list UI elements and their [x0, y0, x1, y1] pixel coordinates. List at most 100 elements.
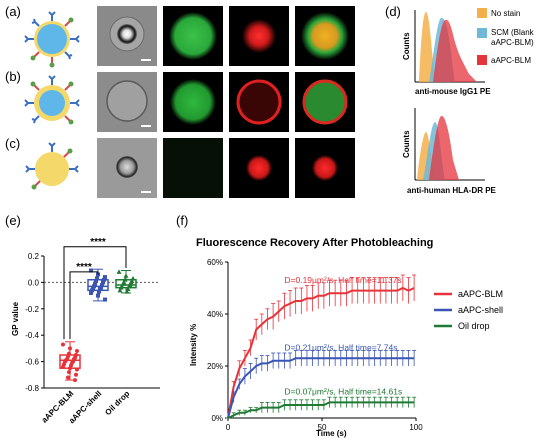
- legend-label-scm: SCM (Blank: [491, 28, 535, 37]
- frap-chart: Fluorescence Recovery After Photobleachi…: [189, 237, 503, 438]
- panel-label-e: (e): [5, 213, 21, 228]
- gp-point: [75, 367, 79, 372]
- gp-point: [96, 272, 100, 277]
- flow-top-xlabel: anti-mouse IgG1 PE: [415, 87, 491, 96]
- legend-label-no-stain: No stain: [491, 9, 520, 18]
- frap-legend-label: aAPC-BLM: [458, 289, 503, 299]
- flow-legend: No stain SCM (Blank aAPC-BLM) aAPC-BLM: [477, 8, 535, 65]
- gp-point: [101, 280, 105, 285]
- panel-label-d: (d): [385, 4, 401, 19]
- gp-point: [103, 275, 107, 280]
- gp-point: [98, 287, 102, 291]
- gp-point: [117, 287, 123, 293]
- gp-point: [96, 293, 100, 298]
- gp-point: [92, 284, 96, 289]
- frap-annotation: D=0.19μm²/s, Half time=11.37s: [284, 275, 401, 285]
- oil-drop-schematic: [25, 142, 79, 190]
- flow-bottom-xlabel: anti-human HLA-DR PE: [407, 186, 497, 195]
- gp-point: [61, 342, 65, 347]
- frap-legend-label: aAPC-shell: [458, 305, 503, 315]
- frap-y-tick-label: 40%: [207, 310, 223, 319]
- gp-y-tick-label: -0.4: [25, 331, 39, 340]
- gp-point: [68, 366, 72, 371]
- gp-point: [124, 289, 130, 294]
- frap-annotation: D=0.07μm²/s, Half time=14.61s: [284, 387, 402, 397]
- gp-point: [68, 346, 72, 351]
- aapc-blm-schematic: [24, 11, 80, 68]
- merged-image-a: [295, 6, 355, 66]
- gp-significance-label: ****: [76, 262, 92, 273]
- panel-label-f: (f): [176, 213, 189, 228]
- gp-point: [94, 279, 98, 284]
- flow-bottom-ylabel: Counts: [402, 130, 411, 158]
- legend-swatch-scm: [477, 28, 487, 38]
- legend-swatch-aapc-blm: [477, 55, 487, 65]
- gp-y-tick-label: 0.2: [28, 252, 40, 261]
- gp-significance-label: ****: [90, 237, 106, 248]
- gp-significance-bracket: [69, 271, 99, 340]
- frap-x-tick-label: 0: [226, 423, 231, 432]
- gp-point: [95, 276, 99, 281]
- gp-point: [61, 364, 65, 369]
- frap-legend-label: Oil drop: [458, 321, 490, 331]
- brightfield-image-a: [97, 6, 157, 66]
- gp-y-tick-label: -0.8: [25, 384, 39, 393]
- gp-value-chart: GP value 0.20.0-0.2-0.4-0.6-0.8 aAPC-BLM…: [11, 237, 160, 425]
- panel-label-a: (a): [5, 4, 21, 19]
- gp-point: [100, 283, 104, 288]
- gp-point: [89, 268, 93, 273]
- gp-point: [97, 289, 101, 294]
- gp-point: [116, 269, 122, 274]
- frap-series-line: [227, 401, 415, 419]
- gp-y-tick-label: -0.6: [25, 358, 39, 367]
- frap-xlabel: Time (s): [316, 429, 347, 438]
- gp-point: [102, 277, 106, 282]
- green-fluorescence-image-b: [163, 72, 223, 132]
- panel-label-b: (b): [5, 69, 21, 84]
- frap-y-tick-label: 0%: [211, 414, 223, 423]
- gp-point: [73, 378, 77, 383]
- red-fluorescence-image-c: [229, 138, 289, 198]
- gp-point: [93, 281, 97, 286]
- merged-image-c: [295, 138, 355, 198]
- gp-y-tick-label: -0.2: [25, 305, 39, 314]
- flow-histogram-bottom: Counts anti-human HLA-DR PE: [402, 108, 497, 195]
- gp-point: [89, 290, 93, 295]
- gp-point: [90, 288, 94, 293]
- flow-histogram-top: Counts anti-mouse IgG1 PE: [402, 10, 491, 96]
- gp-ylabel: GP value: [11, 301, 20, 336]
- gp-point: [74, 372, 78, 377]
- panel-label-c: (c): [5, 136, 21, 151]
- gp-significance-bracket: [63, 246, 127, 340]
- frap-series-line: [227, 286, 415, 419]
- flow-cytometry-panel: Counts anti-mouse IgG1 PE Counts anti-hu…: [402, 8, 535, 195]
- gp-point: [75, 349, 79, 354]
- gp-point: [123, 273, 129, 278]
- frap-x-tick-label: 50: [318, 423, 327, 432]
- frap-y-tick-label: 60%: [207, 258, 223, 267]
- green-fluorescence-image-c: [163, 138, 223, 198]
- legend-label-aapc-blm: aAPC-BLM: [491, 56, 531, 65]
- frap-ylabel: Intensity %: [189, 324, 198, 366]
- frap-annotation: D=0.21μm²/s, Half time=7.74s: [284, 342, 397, 352]
- brightfield-image-b: [97, 72, 157, 132]
- gp-point: [103, 297, 107, 302]
- frap-y-tick-label: 20%: [207, 362, 223, 371]
- aapc-shell-schematic: [24, 75, 80, 125]
- flow-top-ylabel: Counts: [402, 32, 411, 60]
- frap-title: Fluorescence Recovery After Photobleachi…: [196, 237, 433, 249]
- merged-image-b: [295, 72, 355, 132]
- legend-swatch-no-stain: [477, 8, 487, 18]
- gp-point: [130, 275, 136, 281]
- legend-label-scm-line2: aAPC-BLM): [491, 38, 534, 47]
- red-fluorescence-image-b: [229, 72, 289, 132]
- gp-category-label: Oil drop: [103, 389, 131, 417]
- brightfield-image-c: [97, 138, 157, 198]
- green-fluorescence-image-a: [163, 6, 223, 66]
- red-fluorescence-image-a: [229, 6, 289, 66]
- frap-x-tick-label: 100: [409, 423, 423, 432]
- gp-point: [67, 370, 71, 375]
- frap-series-line: [227, 357, 415, 419]
- gp-y-tick-label: 0.0: [28, 278, 40, 287]
- gp-point: [66, 375, 70, 380]
